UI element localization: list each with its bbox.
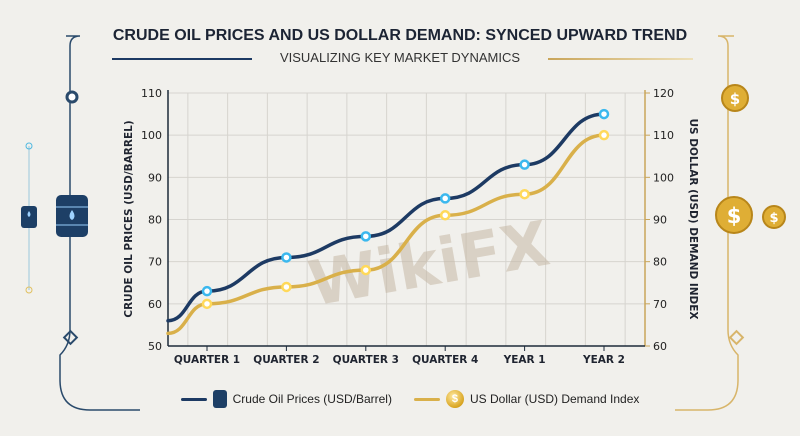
x-tick-label: QUARTER 2 xyxy=(253,354,319,366)
y2-tick-label: 80 xyxy=(653,256,667,269)
y2-tick-label: 100 xyxy=(653,171,674,184)
y-tick-label: 70 xyxy=(148,256,162,269)
data-point-oil xyxy=(519,159,530,170)
y-tick-label: 100 xyxy=(141,129,162,142)
x-tick-label: YEAR 1 xyxy=(503,354,546,366)
subtitle-rule-right xyxy=(548,58,693,60)
chart-subtitle: VISUALIZING KEY MARKET DYNAMICS xyxy=(279,50,521,65)
data-point-dollar xyxy=(360,264,372,276)
subtitle-rule-left xyxy=(112,58,252,60)
y-tick-label: 80 xyxy=(148,214,162,227)
data-point-oil xyxy=(598,108,610,120)
y2-tick-label: 60 xyxy=(653,340,667,353)
data-point-dollar xyxy=(281,281,292,293)
oil-barrel-icon xyxy=(212,390,227,408)
y-axis-title: CRUDE OIL PRICES (USD/BARREL) xyxy=(123,120,135,317)
decor-node xyxy=(25,142,33,150)
x-tick-label: QUARTER 4 xyxy=(412,354,478,366)
chart-title: CRUDE OIL PRICES AND US DOLLAR DEMAND: S… xyxy=(112,27,688,44)
frame-node-icon xyxy=(65,90,79,104)
legend-item-dollar: $ US Dollar (USD) Demand Index xyxy=(413,390,640,408)
y2-tick-label: 110 xyxy=(653,129,674,142)
x-tick-label: YEAR 2 xyxy=(582,354,625,366)
svg-text:$: $ xyxy=(727,204,742,228)
legend: Crude Oil Prices (USD/Barrel) $ US Dolla… xyxy=(150,388,670,410)
data-point-dollar xyxy=(201,298,213,310)
y-tick-label: 60 xyxy=(148,298,162,311)
y-tick-label: 90 xyxy=(148,171,162,184)
x-tick-label: QUARTER 3 xyxy=(333,354,399,366)
svg-text:$: $ xyxy=(769,211,778,226)
y2-tick-label: 120 xyxy=(653,87,674,100)
y-tick-label: 110 xyxy=(141,87,162,100)
y2-tick-label: 70 xyxy=(653,298,667,311)
data-point-dollar xyxy=(519,188,530,200)
legend-label: US Dollar (USD) Demand Index xyxy=(469,392,640,406)
diamond-icon xyxy=(728,329,745,346)
frame-right xyxy=(675,35,739,411)
oil-barrel-icon xyxy=(56,195,88,237)
legend-item-oil: Crude Oil Prices (USD/Barrel) xyxy=(180,390,392,408)
legend-swatch xyxy=(180,397,207,401)
y-tick-label: 50 xyxy=(148,340,162,353)
frame-left xyxy=(59,35,140,411)
data-point-dollar xyxy=(598,129,610,141)
data-point-oil xyxy=(201,285,213,297)
dollar-coin-icon: $ xyxy=(445,390,464,408)
legend-swatch xyxy=(413,397,440,401)
y2-axis-title: US DOLLAR (USD) DEMAND INDEX xyxy=(687,119,699,320)
decor-node xyxy=(25,286,33,294)
y2-tick-label: 90 xyxy=(653,214,667,227)
data-point-oil xyxy=(281,252,292,263)
data-point-oil xyxy=(360,231,372,242)
data-point-dollar xyxy=(439,210,451,221)
svg-text:$: $ xyxy=(730,90,740,108)
diamond-icon xyxy=(62,329,79,346)
dollar-coin-icon: $ $ $ xyxy=(715,84,786,234)
data-point-oil xyxy=(439,193,451,204)
oil-barrel-small-icon xyxy=(21,206,37,228)
legend-label: Crude Oil Prices (USD/Barrel) xyxy=(232,392,392,406)
x-tick-label: QUARTER 1 xyxy=(174,354,240,366)
